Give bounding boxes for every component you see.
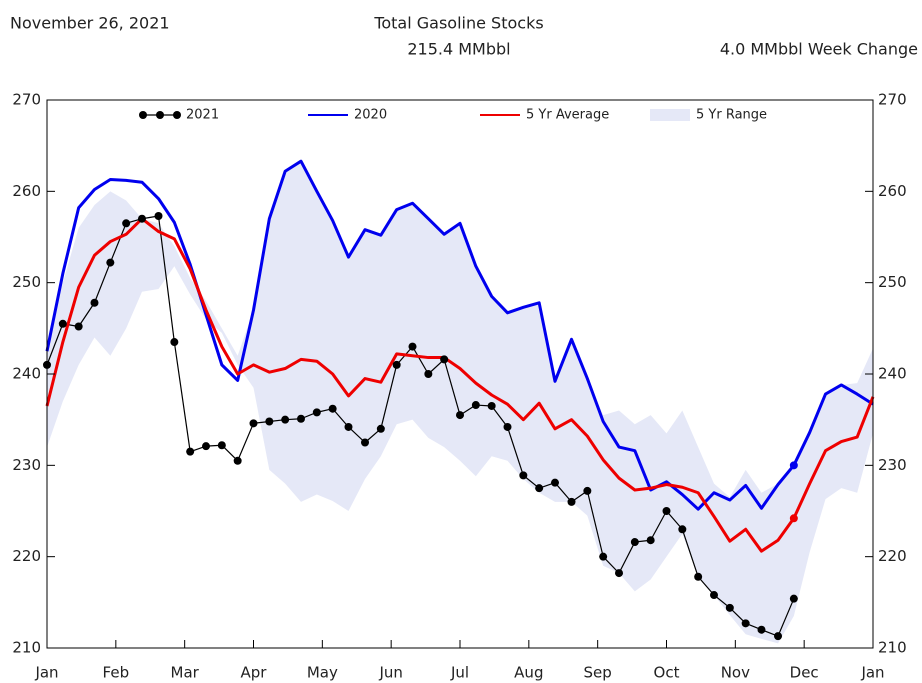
x-tick-label: Aug — [514, 664, 543, 682]
y2-tick-label: 270 — [878, 91, 907, 109]
series-line — [45, 159, 874, 511]
data-point — [567, 497, 576, 506]
y-tick-label: 230 — [12, 456, 41, 474]
data-point — [678, 525, 687, 534]
data-point — [233, 456, 242, 465]
data-point — [392, 360, 401, 369]
y2-tick-label: 260 — [878, 182, 907, 200]
x-tick-label: Feb — [103, 664, 130, 682]
x-tick-label: Mar — [171, 664, 200, 682]
data-point — [630, 538, 639, 547]
data-point — [249, 419, 258, 428]
data-point — [202, 442, 211, 451]
x-tick-label: Nov — [721, 664, 750, 682]
data-point — [296, 414, 305, 423]
data-point — [503, 422, 512, 431]
data-point — [725, 603, 734, 612]
current-point — [789, 461, 798, 470]
legend-label: 5 Yr Average — [526, 108, 609, 123]
data-point — [774, 632, 783, 641]
data-point — [615, 569, 624, 578]
y-tick-label: 270 — [12, 91, 41, 109]
y2-tick-label: 220 — [878, 547, 907, 565]
data-point — [757, 625, 766, 634]
data-point — [456, 411, 464, 420]
y2-tick-label: 240 — [878, 365, 907, 383]
data-point — [154, 211, 163, 220]
legend-label: 5 Yr Range — [696, 108, 767, 123]
data-point — [487, 401, 496, 410]
date: November 26, 2021 — [10, 14, 170, 33]
data-point — [344, 422, 353, 431]
y-tick-label: 250 — [12, 273, 41, 291]
data-point — [106, 258, 115, 267]
data-point — [376, 424, 385, 433]
data-point — [550, 478, 559, 487]
y2-tick-label: 210 — [878, 639, 907, 657]
data-point — [328, 404, 337, 413]
range-band — [47, 161, 873, 644]
legend-label: 2021 — [186, 108, 219, 123]
legend-label: 2020 — [354, 108, 387, 123]
data-point — [741, 619, 750, 628]
data-point — [186, 447, 195, 456]
x-tick-label: Jun — [378, 664, 402, 682]
y-tick-label: 260 — [12, 182, 41, 200]
data-point — [58, 319, 67, 328]
data-point — [583, 486, 592, 495]
y-tick-label: 210 — [12, 639, 41, 657]
data-point — [122, 219, 131, 228]
legend-swatch — [650, 109, 690, 121]
chart-subtitle: 215.4 MMbbl — [407, 40, 510, 59]
x-tick-label: Sep — [584, 664, 612, 682]
data-point — [408, 342, 417, 351]
data-point — [646, 536, 655, 545]
legend-dot — [139, 111, 147, 119]
data-point — [662, 507, 671, 515]
data-point — [217, 441, 226, 450]
data-point — [90, 298, 99, 307]
series-line — [46, 215, 795, 637]
x-tick-label: Jan — [34, 664, 58, 682]
data-point — [361, 438, 370, 447]
data-point — [471, 401, 480, 410]
data-point — [789, 594, 798, 603]
data-point — [424, 370, 433, 378]
y2-tick-label: 230 — [878, 456, 907, 474]
x-tick-label: Apr — [241, 664, 268, 682]
data-point — [265, 417, 274, 426]
legend-dot — [173, 111, 181, 119]
x-tick-label: Jul — [450, 664, 469, 682]
y-tick-label: 220 — [12, 547, 41, 565]
data-point — [709, 591, 718, 600]
x-tick-label: Oct — [654, 664, 680, 682]
data-point — [440, 355, 449, 364]
data-point — [599, 552, 608, 561]
data-point — [281, 415, 290, 424]
data-point — [694, 572, 703, 581]
data-point — [170, 338, 179, 347]
current-point — [789, 514, 798, 523]
series-line — [45, 217, 875, 553]
week-change: 4.0 MMbbl Week Change — [720, 40, 918, 59]
x-tick-label: May — [307, 664, 338, 682]
x-tick-label: Dec — [790, 664, 819, 682]
chart-title: Total Gasoline Stocks — [373, 14, 543, 33]
data-point — [312, 408, 321, 417]
data-point — [535, 484, 544, 493]
data-point — [519, 471, 528, 480]
data-point — [74, 322, 83, 331]
legend-dot — [156, 111, 164, 119]
y2-tick-label: 250 — [878, 273, 907, 291]
data-point — [137, 214, 146, 223]
x-tick-label: Jan — [860, 664, 884, 682]
y-tick-label: 240 — [12, 365, 41, 383]
